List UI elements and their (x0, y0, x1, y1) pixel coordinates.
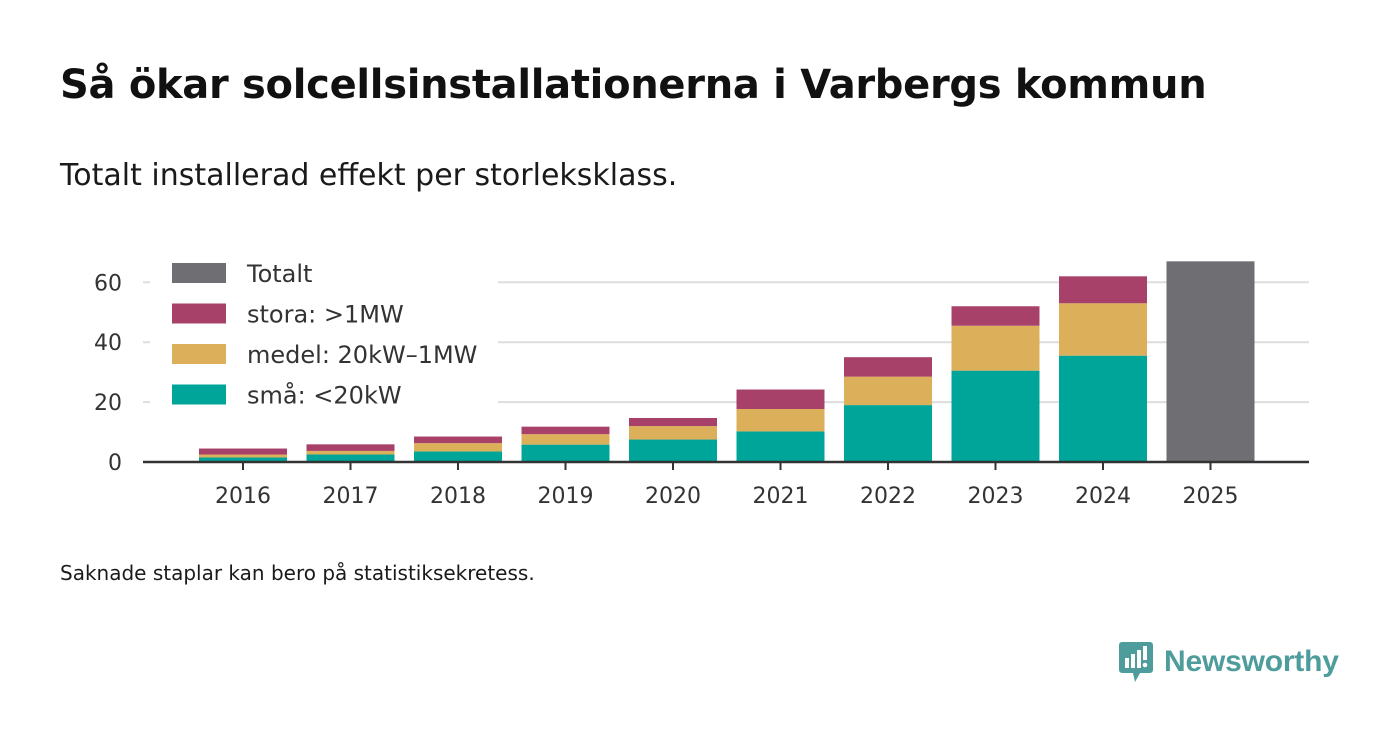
x-tick-label: 2023 (968, 484, 1024, 509)
y-tick-label: 0 (108, 451, 122, 476)
brand-name: Newsworthy (1164, 645, 1339, 678)
x-tick-label: 2017 (323, 484, 379, 509)
y-tick-label: 20 (94, 391, 122, 416)
legend-label-medel: medel: 20kW–1MW (247, 341, 477, 369)
bar-2017-sma (306, 454, 395, 462)
brand-logo[interactable]: Newsworthy (1118, 640, 1339, 684)
bar-2020-sma (629, 439, 717, 462)
bar-2022-medel (844, 376, 932, 406)
bar-2024-sma (1059, 355, 1147, 462)
bar-2021-sma (736, 431, 825, 462)
bar-2020-medel (629, 426, 717, 440)
legend-swatch-medel (172, 344, 226, 364)
legend-swatch-sma (172, 384, 226, 405)
legend-label-sma: små: <20kW (247, 381, 402, 410)
bar-2020-stora (629, 417, 717, 427)
y-tick-label: 40 (94, 331, 122, 356)
x-tick-label: 2022 (860, 484, 916, 509)
legend-swatch-stora (172, 303, 226, 324)
bar-2017-medel (306, 450, 395, 455)
bar-2016-medel (199, 454, 287, 458)
bar-2022-sma (844, 405, 932, 462)
bar-2024-medel (1059, 303, 1147, 356)
bar-2017-stora (306, 444, 395, 451)
bar-2025-totalt (1166, 261, 1255, 462)
bar-2019-sma (521, 444, 610, 462)
bar-2024-stora (1059, 276, 1147, 304)
legend: Totalt stora: >1MW medel: 20kW–1MW små: <20… (150, 252, 498, 424)
axes: 0 20 40 60 2016 2017 2018 2019 2020 2021 2022 2023 2… (94, 271, 1309, 509)
page-subtitle: Totalt installerad effekt per storlekskl… (60, 158, 678, 193)
x-tick-label: 2018 (430, 484, 486, 509)
bars (199, 261, 1255, 462)
legend-swatch-totalt (172, 263, 226, 283)
bar-2021-medel (736, 408, 825, 432)
x-tick-label: 2020 (645, 484, 701, 509)
y-tick-label: 60 (94, 271, 122, 296)
x-tick-label: 2025 (1183, 484, 1239, 509)
legend-label-totalt: Totalt (246, 260, 312, 288)
newsworthy-icon (1119, 642, 1153, 682)
bar-2022-stora (844, 357, 932, 377)
bar-2018-sma (414, 451, 502, 462)
page-title: Så ökar solcellsinstallationerna i Varbe… (60, 62, 1207, 108)
bar-2021-stora (736, 389, 825, 409)
legend-label-stora: stora: >1MW (247, 301, 404, 329)
bar-2016-sma (199, 457, 287, 462)
bar-2023-stora (951, 306, 1040, 326)
bar-2018-medel (414, 443, 502, 452)
bar-2018-stora (414, 436, 502, 444)
bar-2019-stora (521, 426, 610, 435)
footnote: Saknade staplar kan bero på statistiksek… (60, 561, 535, 585)
x-tick-label: 2021 (753, 484, 809, 509)
x-tick-label: 2016 (215, 484, 271, 509)
bar-2023-sma (951, 370, 1040, 462)
bar-2016-stora (199, 448, 287, 455)
x-tick-label: 2024 (1075, 484, 1131, 509)
bar-2023-medel (951, 325, 1040, 371)
bar-2019-medel (521, 434, 610, 445)
x-tick-label: 2019 (538, 484, 594, 509)
